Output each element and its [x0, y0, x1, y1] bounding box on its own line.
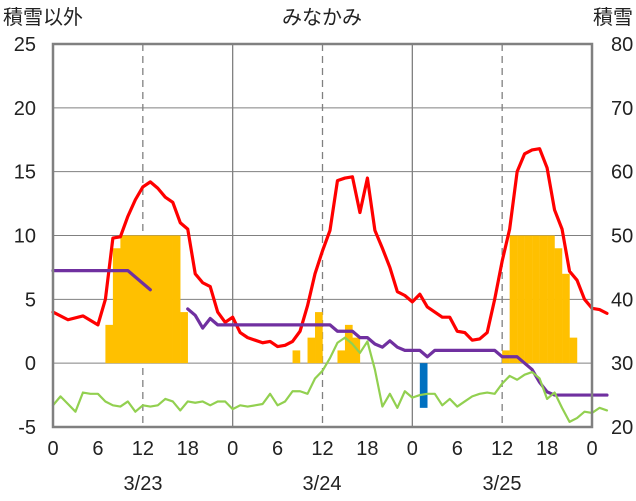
left-tick-label: -5: [18, 417, 36, 439]
x-tick-label: 12: [491, 438, 513, 460]
left-tick-label: 25: [14, 34, 36, 56]
x-tick-label: 0: [47, 438, 58, 460]
sunshine-bar: [344, 324, 353, 364]
precipitation-bar: [419, 363, 428, 408]
sunshine-bar: [562, 273, 570, 364]
right-tick-label: 20: [611, 417, 633, 439]
sunshine-bar: [120, 235, 129, 364]
date-label-3: 3/25: [483, 473, 522, 495]
snow_depth-line: [186, 307, 609, 397]
date-label-2: 3/24: [303, 473, 342, 495]
sunshine-bar: [569, 337, 578, 364]
x-tick-label: 0: [227, 438, 238, 460]
sunshine-bar: [142, 235, 151, 364]
x-tick-label: 0: [407, 438, 418, 460]
sunshine-bar: [112, 248, 121, 364]
sunshine-bar: [180, 312, 188, 364]
x-tick-label: 12: [311, 438, 333, 460]
sunshine-bar: [165, 235, 173, 364]
left-tick-label: 20: [14, 98, 36, 120]
right-tick-label: 40: [611, 289, 633, 311]
sunshine-bar: [157, 235, 166, 364]
right-tick-label: 30: [611, 353, 633, 375]
frame-layer: [51, 42, 594, 429]
x-tick-label: 6: [272, 438, 283, 460]
sunshine-bar: [127, 235, 136, 364]
x-tick-label: 0: [586, 438, 597, 460]
right-tick-label: 50: [611, 226, 633, 248]
right-axis-label: 積雪: [593, 6, 633, 29]
wind-line: [51, 336, 609, 423]
left-tick-label: 5: [25, 289, 36, 311]
left-tick-label: 10: [14, 226, 36, 248]
x-tick-label: 18: [177, 438, 199, 460]
x-tick-label: 18: [536, 438, 558, 460]
x-tick-label: 18: [356, 438, 378, 460]
sunshine-bar: [307, 337, 316, 364]
right-tick-label: 60: [611, 162, 633, 184]
x-tick-label: 6: [452, 438, 463, 460]
sunshine-bar: [517, 235, 525, 364]
snow_depth-line: [51, 269, 152, 292]
sunshine-bar: [315, 312, 323, 364]
sunshine-bar: [547, 235, 555, 364]
bar-layer: [105, 235, 578, 408]
date-label-1: 3/23: [124, 473, 163, 495]
sunshine-bar: [135, 235, 144, 364]
sunshine-bar: [539, 235, 548, 364]
sunshine-bar: [352, 337, 361, 364]
line-layer: [51, 147, 609, 423]
sunshine-bar: [524, 235, 533, 364]
x-tick-label: 6: [92, 438, 103, 460]
temperature-line: [51, 147, 609, 349]
right-tick-label: 80: [611, 34, 633, 56]
sunshine-bar: [509, 235, 518, 364]
left-tick-label: 0: [25, 353, 36, 375]
plot-frame: [51, 42, 594, 429]
sunshine-bar: [105, 324, 114, 364]
right-tick-label: 70: [611, 98, 633, 120]
sunshine-bar: [150, 235, 159, 364]
sunshine-bar: [532, 235, 540, 364]
left-tick-label: 15: [14, 162, 36, 184]
left-axis-label: 積雪以外: [3, 6, 83, 29]
x-tick-label: 12: [132, 438, 154, 460]
sunshine-bar: [292, 350, 301, 364]
chart-title: みなかみ: [282, 7, 362, 29]
sunshine-bar: [554, 248, 563, 364]
sunshine-bar: [172, 235, 181, 364]
sunshine-bar: [337, 350, 346, 364]
